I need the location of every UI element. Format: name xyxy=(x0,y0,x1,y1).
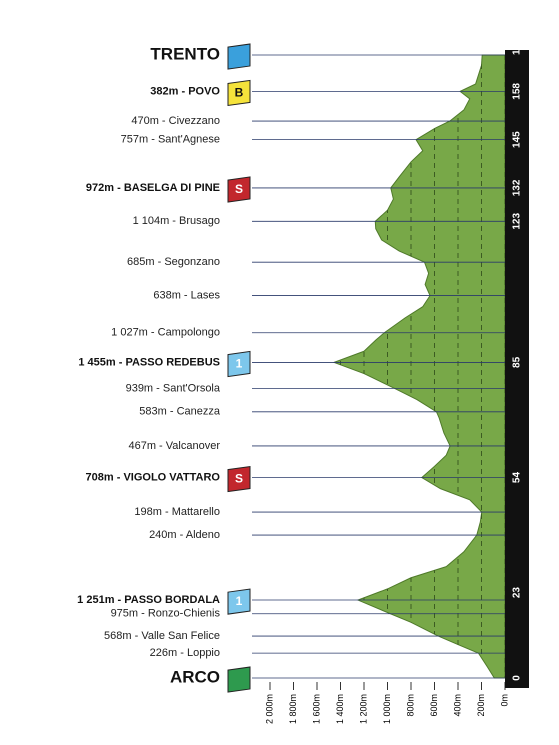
x-tick-label: 85 xyxy=(512,356,523,368)
y-tick-label: 2 000m xyxy=(264,694,274,724)
y-tick-label: 1 000m xyxy=(382,694,392,724)
x-tick-label: 145 xyxy=(512,131,523,148)
waypoint-label: ARCO xyxy=(170,667,220,686)
waypoint-label: 975m - Ronzo-Chienis xyxy=(111,608,221,620)
waypoint-label: 972m - BASELGA DI PINE xyxy=(86,182,220,194)
waypoint-label: TRENTO xyxy=(150,44,220,63)
waypoint-label: 568m - Valle San Felice xyxy=(104,630,220,642)
waypoint-label: 757m - Sant'Agnese xyxy=(121,134,220,146)
y-tick-label: 800m xyxy=(405,694,415,717)
badge xyxy=(227,350,251,378)
waypoint-label: 583m - Canezza xyxy=(139,406,221,418)
waypoint-label: 1 455m - PASSO REDEBUS xyxy=(78,356,220,368)
badge-text: B xyxy=(235,86,244,100)
y-tick-label: 1 200m xyxy=(358,694,368,724)
waypoint-label: 1 104m - Brusago xyxy=(133,215,220,227)
waypoint-label: 685m - Segonzano xyxy=(127,256,220,268)
waypoint-label: 467m - Valcanover xyxy=(128,440,220,452)
y-tick-label: 1 600m xyxy=(311,694,321,724)
waypoint-label: 240m - Aldeno xyxy=(149,529,220,541)
badge xyxy=(227,666,251,693)
badge-text: S xyxy=(235,472,243,486)
y-tick-label: 200m xyxy=(476,694,486,717)
x-tick-label: 123 xyxy=(512,213,523,230)
waypoint-label: 226m - Loppio xyxy=(150,647,220,659)
km-bar xyxy=(505,50,529,688)
x-tick-label: 167.8 km xyxy=(512,13,523,55)
waypoint-label: 638m - Lases xyxy=(153,289,220,301)
y-tick-label: 0m xyxy=(499,694,509,707)
y-tick-label: 400m xyxy=(452,694,462,717)
x-tick-label: 0 xyxy=(512,675,523,681)
y-tick-label: 1 400m xyxy=(335,694,345,724)
badge xyxy=(227,588,251,615)
x-tick-label: 158 xyxy=(512,83,523,100)
waypoint-label: 1 251m - PASSO BORDALA xyxy=(77,594,220,606)
waypoint-label: 198m - Mattarello xyxy=(134,506,220,518)
elevation-area xyxy=(332,54,506,679)
x-tick-label: 54 xyxy=(512,472,523,484)
y-tick-label: 600m xyxy=(429,694,439,717)
x-tick-label: 23 xyxy=(512,587,523,599)
waypoint-label: 939m - Sant'Orsola xyxy=(126,382,221,394)
y-tick-label: 1 800m xyxy=(288,694,298,724)
badge-text: 1 xyxy=(236,594,243,608)
badge-text: 1 xyxy=(236,357,243,371)
badge xyxy=(227,465,251,493)
badge xyxy=(227,43,251,70)
badge xyxy=(227,79,251,107)
waypoint-label: 382m - POVO xyxy=(150,85,220,97)
waypoint-label: 1 027m - Campolongo xyxy=(111,327,220,339)
waypoint-label: 470m - Civezzano xyxy=(131,115,220,127)
badge xyxy=(227,176,251,203)
badge-text: S xyxy=(235,182,243,196)
x-tick-label: 132 xyxy=(512,179,523,196)
waypoint-label: 708m - VIGOLO VATTARO xyxy=(86,471,221,483)
